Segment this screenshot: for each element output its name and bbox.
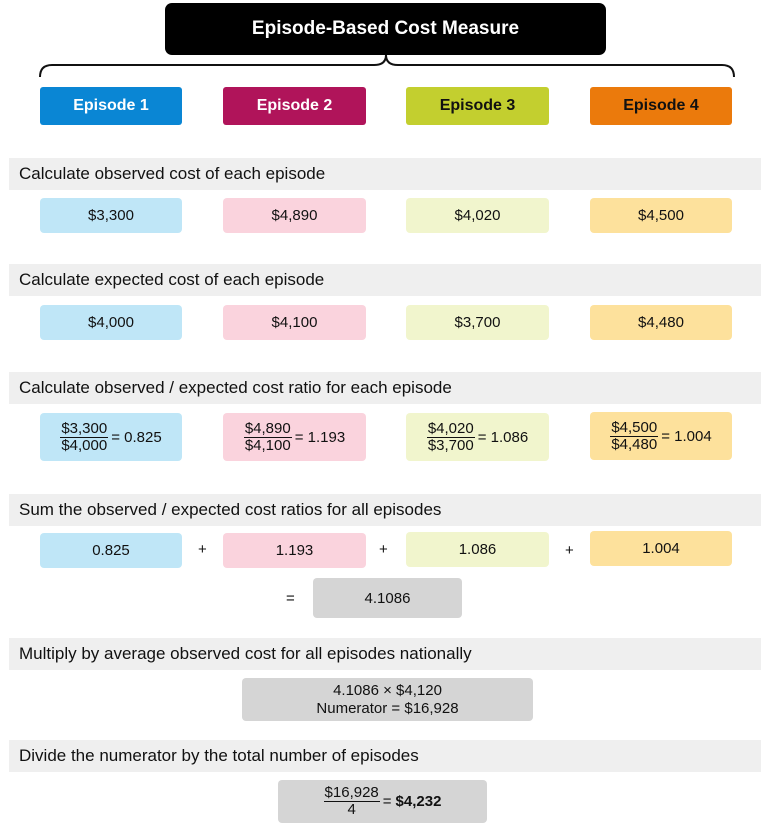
plus-sign-1: + xyxy=(198,541,207,558)
ratio-4: $4,500 $4,480 = 1.004 xyxy=(590,412,732,460)
ratio-2: $4,890 $4,100 = 1.193 xyxy=(223,413,366,461)
plus-sign-2: + xyxy=(379,541,388,558)
observed-cost-3: $4,020 xyxy=(406,198,549,233)
step-sum-label: Sum the observed / expected cost ratios … xyxy=(9,494,761,526)
step-observed-label: Calculate observed cost of each episode xyxy=(9,158,761,190)
sum-total: 4.1086 xyxy=(313,578,462,618)
observed-cost-1: $3,300 xyxy=(40,198,182,233)
numerator-value: Numerator = $16,928 xyxy=(316,699,459,717)
divide-fraction: $16,928 4 xyxy=(323,784,380,818)
ratio-4-result: = 1.004 xyxy=(661,427,712,445)
final-result: $4,232 xyxy=(395,793,442,810)
numerator-box: 4.1086 × $4,120 Numerator = $16,928 xyxy=(242,678,533,721)
sum-ratio-2: 1.193 xyxy=(223,533,366,568)
plus-sign-3: + xyxy=(565,542,574,559)
multiply-expression: 4.1086 × $4,120 xyxy=(333,682,442,700)
ratio-1-denominator: $4,000 xyxy=(61,436,108,454)
ratio-3-fraction: $4,020 $3,700 xyxy=(426,419,475,454)
ratio-1-numerator: $3,300 xyxy=(60,419,109,438)
step-expected-label: Calculate expected cost of each episode xyxy=(9,264,761,296)
sum-ratio-1: 0.825 xyxy=(40,533,182,568)
diagram-title: Episode-Based Cost Measure xyxy=(165,3,606,55)
ratio-3-numerator: $4,020 xyxy=(426,419,475,438)
ratio-3: $4,020 $3,700 = 1.086 xyxy=(406,413,549,461)
observed-cost-4: $4,500 xyxy=(590,198,732,233)
expected-cost-2: $4,100 xyxy=(223,305,366,340)
ratio-2-result: = 1.193 xyxy=(294,428,346,446)
episode-1-header: Episode 1 xyxy=(40,87,182,125)
expected-cost-1: $4,000 xyxy=(40,305,182,340)
expected-cost-3: $3,700 xyxy=(406,305,549,340)
ratio-4-fraction: $4,500 $4,480 xyxy=(610,418,659,453)
brace-connector xyxy=(39,55,735,78)
divide-equals: = xyxy=(382,793,392,810)
ratio-1-result: = 0.825 xyxy=(111,428,162,446)
ratio-3-result: = 1.086 xyxy=(477,428,529,446)
observed-cost-2: $4,890 xyxy=(223,198,366,233)
expected-cost-4: $4,480 xyxy=(590,305,732,340)
step-divide-label: Divide the numerator by the total number… xyxy=(9,740,761,772)
ratio-4-numerator: $4,500 xyxy=(610,418,659,437)
ratio-1-fraction: $3,300 $4,000 xyxy=(60,419,109,454)
ratio-3-denominator: $3,700 xyxy=(427,436,474,454)
episode-4-header: Episode 4 xyxy=(590,87,732,125)
ratio-2-numerator: $4,890 xyxy=(243,419,292,438)
sum-ratio-4: 1.004 xyxy=(590,531,732,566)
step-ratio-label: Calculate observed / expected cost ratio… xyxy=(9,372,761,404)
final-result-box: $16,928 4 = $4,232 xyxy=(278,780,487,823)
ratio-2-fraction: $4,890 $4,100 xyxy=(243,419,292,454)
divide-denominator: 4 xyxy=(347,801,356,818)
equals-sign: = xyxy=(286,590,295,607)
divide-numerator: $16,928 xyxy=(323,784,380,802)
step-multiply-label: Multiply by average observed cost for al… xyxy=(9,638,761,670)
episode-3-header: Episode 3 xyxy=(406,87,549,125)
episode-2-header: Episode 2 xyxy=(223,87,366,125)
ratio-1: $3,300 $4,000 = 0.825 xyxy=(40,413,182,461)
ratio-4-denominator: $4,480 xyxy=(611,435,658,453)
ratio-2-denominator: $4,100 xyxy=(244,436,291,454)
sum-ratio-3: 1.086 xyxy=(406,532,549,567)
